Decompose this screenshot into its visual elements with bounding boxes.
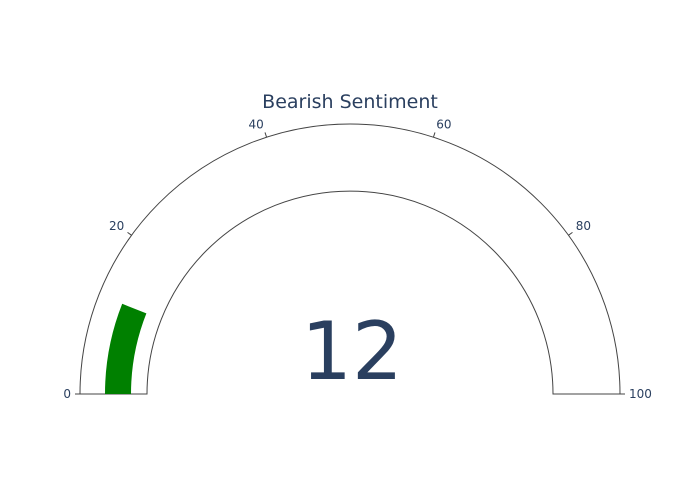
- gauge-tick-label: 40: [248, 118, 263, 132]
- gauge-outline: [79, 123, 621, 395]
- gauge-title: Bearish Sentiment: [262, 91, 438, 113]
- gauge-tick-label: 80: [576, 219, 591, 233]
- gauge-tick-mark: [432, 132, 436, 138]
- gauge-tick-label: 0: [63, 387, 71, 401]
- gauge-axis: 0 20 40 60 80 100: [63, 118, 652, 401]
- gauge-value: 12: [301, 305, 403, 398]
- gauge-tick-mark: [127, 231, 132, 236]
- gauge-tick-mark: [264, 132, 268, 138]
- gauge-tick-label: 60: [436, 118, 451, 132]
- gauge-value-bar: [105, 303, 147, 394]
- gauge-tick-label: 20: [109, 219, 124, 233]
- gauge-tick-mark: [568, 231, 573, 236]
- gauge-tick-label: 100: [629, 387, 652, 401]
